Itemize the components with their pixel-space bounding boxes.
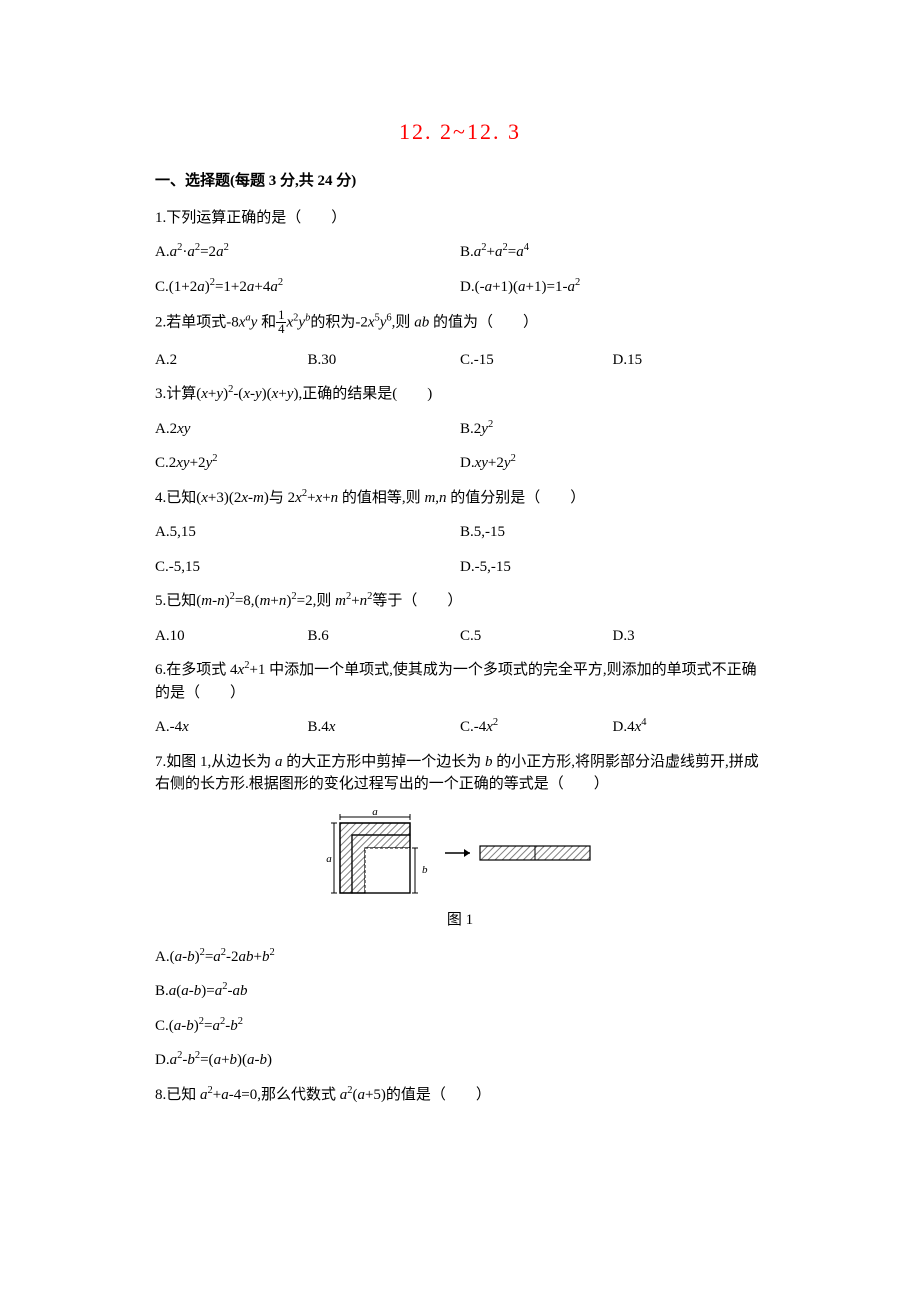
q3-option-a: A.2xy — [155, 418, 460, 441]
q5-option-d: D.3 — [613, 625, 766, 648]
q1-option-c: C.(1+2a)2=1+2a+4a2 — [155, 276, 460, 299]
q2-options: A.2 B.30 C.-15 D.15 — [155, 349, 765, 372]
q1-options-row2: C.(1+2a)2=1+2a+4a2 D.(-a+1)(a+1)=1-a2 — [155, 276, 765, 299]
section-heading: 一、选择题(每题 3 分,共 24 分) — [155, 170, 765, 193]
q6-options: A.-4x B.4x C.-4x2 D.4x4 — [155, 716, 765, 739]
q2-option-c: C.-15 — [460, 349, 613, 372]
figure-1: a a b b — [155, 808, 765, 906]
q5-stem: 5.已知(m-n)2=8,(m+n)2=2,则 m2+n2等于（ ） — [155, 590, 765, 613]
q5-option-a: A.10 — [155, 625, 308, 648]
q6-option-d: D.4x4 — [613, 716, 766, 739]
q3-option-c: C.2xy+2y2 — [155, 452, 460, 475]
q1-option-d: D.(-a+1)(a+1)=1-a2 — [460, 276, 765, 299]
q2-option-d: D.15 — [613, 349, 766, 372]
q3-stem: 3.计算(x+y)2-(x-y)(x+y),正确的结果是( ) — [155, 383, 765, 406]
q7-option-b: B.a(a-b)=a2-ab — [155, 980, 765, 1003]
q3-options-row2: C.2xy+2y2 D.xy+2y2 — [155, 452, 765, 475]
q6-option-b: B.4x — [308, 716, 461, 739]
q7-option-a: A.(a-b)2=a2-2ab+b2 — [155, 946, 765, 969]
q2-option-b: B.30 — [308, 349, 461, 372]
q4-option-c: C.-5,15 — [155, 556, 460, 579]
q3-option-d: D.xy+2y2 — [460, 452, 765, 475]
doc-title: 12. 2~12. 3 — [155, 115, 765, 148]
q1-stem: 1.下列运算正确的是（ ） — [155, 207, 765, 230]
q5-option-b: B.6 — [308, 625, 461, 648]
q6-stem: 6.在多项式 4x2+1 中添加一个单项式,使其成为一个多项式的完全平方,则添加… — [155, 659, 765, 704]
q4-options-row1: A.5,15 B.5,-15 — [155, 521, 765, 544]
page: 12. 2~12. 3 一、选择题(每题 3 分,共 24 分) 1.下列运算正… — [0, 0, 920, 1302]
label-a-left: a — [326, 853, 332, 865]
q3-option-b: B.2y2 — [460, 418, 765, 441]
q4-option-b: B.5,-15 — [460, 521, 765, 544]
q1-option-b: B.a2+a2=a4 — [460, 241, 765, 264]
label-a-top: a — [372, 808, 378, 818]
q5-option-c: C.5 — [460, 625, 613, 648]
q8-stem: 8.已知 a2+a-4=0,那么代数式 a2(a+5)的值是（ ） — [155, 1084, 765, 1107]
q2-option-a: A.2 — [155, 349, 308, 372]
q4-option-d: D.-5,-15 — [460, 556, 765, 579]
q4-option-a: A.5,15 — [155, 521, 460, 544]
q7-stem: 7.如图 1,从边长为 a 的大正方形中剪掉一个边长为 b 的小正方形,将阴影部… — [155, 751, 765, 796]
figure-svg: a a b b — [320, 808, 600, 898]
q1-option-a: A.a2·a2=2a2 — [155, 241, 460, 264]
figure-caption: 图 1 — [155, 909, 765, 932]
fraction-icon: 14 — [276, 309, 286, 336]
q7-option-c: C.(a-b)2=a2-b2 — [155, 1015, 765, 1038]
q3-options-row1: A.2xy B.2y2 — [155, 418, 765, 441]
label-b-right: b — [422, 864, 428, 876]
q4-stem: 4.已知(x+3)(2x-m)与 2x2+x+n 的值相等,则 m,n 的值分别… — [155, 487, 765, 510]
q7-option-d: D.a2-b2=(a+b)(a-b) — [155, 1049, 765, 1072]
q1-options-row1: A.a2·a2=2a2 B.a2+a2=a4 — [155, 241, 765, 264]
q4-options-row2: C.-5,15 D.-5,-15 — [155, 556, 765, 579]
q6-option-a: A.-4x — [155, 716, 308, 739]
q6-option-c: C.-4x2 — [460, 716, 613, 739]
q2-stem: 2.若单项式-8xay 和14x2yb的积为-2x5y6,则 ab 的值为（ ） — [155, 310, 765, 337]
arrow-icon — [445, 849, 470, 857]
q5-options: A.10 B.6 C.5 D.3 — [155, 625, 765, 648]
